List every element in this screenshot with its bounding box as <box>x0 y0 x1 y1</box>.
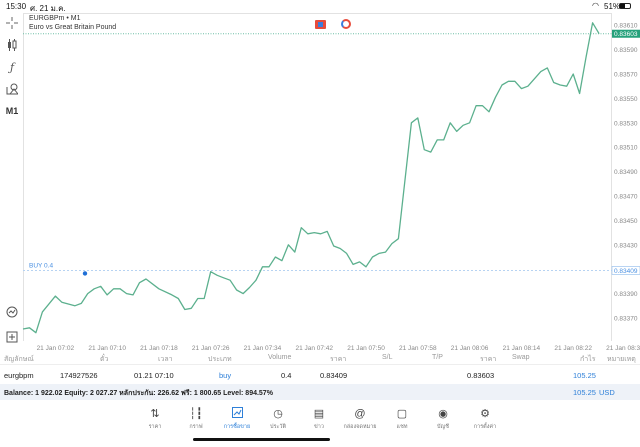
objects-icon[interactable] <box>3 80 21 98</box>
col-header-symbol[interactable]: สัญลักษณ์ <box>4 356 34 363</box>
chart-area[interactable] <box>23 13 612 341</box>
col-header-volume[interactable]: Volume <box>268 354 292 361</box>
x-tick-label: 21 Jan 08:14 <box>503 345 541 352</box>
x-tick-label: 21 Jan 08:22 <box>554 345 592 352</box>
tab-settings[interactable]: ⚙ การตั้งค่า <box>465 407 505 431</box>
row-type: buy <box>219 371 232 380</box>
y-tick-label: 0.83390 <box>614 291 638 298</box>
buy-entry-marker <box>82 271 88 276</box>
y-tick-label: 0.83530 <box>614 120 638 127</box>
trade-icon <box>217 407 257 421</box>
news-icon: ▤ <box>313 408 325 420</box>
current-price-badge <box>612 29 640 38</box>
row-price: 0.83603 <box>467 371 495 380</box>
row-ticket: 174927526 <box>60 371 98 380</box>
wifi-icon: ◠ <box>592 1 599 10</box>
indicator-f-icon[interactable]: ƒ <box>9 60 15 74</box>
x-tick-label: 21 Jan 07:10 <box>88 345 126 352</box>
x-tick-label: 21 Jan 07:26 <box>192 345 230 352</box>
x-tick-label: 21 Jan 07:50 <box>347 345 385 352</box>
buy-order-label: BUY 0.4 <box>29 262 53 269</box>
tab-chart[interactable]: ┆┇ กราฟ <box>176 407 216 431</box>
y-tick-label: 0.83370 <box>614 316 638 323</box>
y-tick-label: 0.83550 <box>614 96 638 103</box>
currency: USD <box>599 388 615 397</box>
timeframe-m1-button[interactable]: M1 <box>5 106 19 116</box>
add-icon[interactable] <box>3 328 21 346</box>
total-profit: 105.25 <box>573 388 596 397</box>
tab-account[interactable]: ◉ บัญชี <box>423 407 463 431</box>
x-tick-label: 21 Jan 07:42 <box>295 345 333 352</box>
row-profit: 105.25 <box>573 371 596 380</box>
account-summary: Balance: 1 922.02 Equity: 2 027.27 หลักป… <box>4 390 273 397</box>
battery-level: 51% <box>604 2 621 11</box>
tab-mailbox[interactable]: @ กล่องจดหมาย <box>340 407 380 431</box>
chart-description: Euro vs Great Britain Pound <box>29 24 117 31</box>
x-tick-label: 21 Jan 07:34 <box>244 345 282 352</box>
x-tick-label: 21 Jan 07:02 <box>37 345 75 352</box>
col-header-type[interactable]: ประเภท <box>208 356 232 363</box>
tab-news[interactable]: ▤ ข่าว <box>299 407 339 431</box>
account-summary-bar <box>0 384 640 400</box>
tab-chat[interactable]: ▢ แชท <box>382 407 422 431</box>
col-header-comment[interactable]: หมายเหตุ <box>607 356 636 363</box>
col-header-profit[interactable]: กำไร <box>580 356 596 363</box>
row-open-price: 0.83409 <box>320 371 348 380</box>
current-price-label: 0.83603 <box>614 31 638 38</box>
x-tick-label: 21 Jan 08:30 <box>606 345 640 352</box>
settings-icon: ⚙ <box>480 408 490 420</box>
status-date: ศ. 21 ม.ค. <box>30 4 66 13</box>
col-header-sl[interactable]: S/L <box>382 354 393 361</box>
quotes-icon: ⇅ <box>150 408 160 420</box>
x-tick-label: 21 Jan 07:18 <box>140 345 178 352</box>
y-tick-label: 0.83510 <box>614 145 638 152</box>
y-tick-label: 0.83430 <box>614 242 638 249</box>
y-tick-label: 0.83490 <box>614 169 638 176</box>
y-tick-label: 0.83450 <box>614 218 638 225</box>
one-click-trading-icon[interactable] <box>315 20 326 29</box>
mailbox-icon: @ <box>354 408 366 420</box>
row-symbol: eurgbpm <box>4 371 34 380</box>
chart-icon: ┆┇ <box>189 408 203 420</box>
chat-icon: ▢ <box>396 408 408 420</box>
row-time: 01.21 07:10 <box>134 371 174 380</box>
chart-symbol: EURGBPm • M1 <box>29 15 81 22</box>
x-tick-label: 21 Jan 08:06 <box>451 345 489 352</box>
tab-trade[interactable]: การซื้อขาย <box>217 407 257 431</box>
col-header-open-price[interactable]: ราคา <box>330 356 347 363</box>
chart-refresh-icon[interactable] <box>3 303 21 321</box>
order-price-label: 0.83409 <box>614 268 638 275</box>
trade-levels-icon[interactable] <box>341 19 351 29</box>
col-header-swap[interactable]: Swap <box>512 354 530 361</box>
price-line-series <box>22 22 600 334</box>
col-header-time[interactable]: เวลา <box>158 356 173 363</box>
tab-history[interactable]: ◷ ประวัติ <box>258 407 298 431</box>
col-header-price[interactable]: ราคา <box>480 356 497 363</box>
tab-quotes[interactable]: ⇅ ราคา <box>135 407 175 431</box>
home-indicator[interactable] <box>193 438 330 441</box>
battery-icon <box>619 3 631 9</box>
order-price-badge <box>611 266 640 275</box>
col-header-ticket[interactable]: ตั๋ว <box>100 356 109 363</box>
y-tick-label: 0.83470 <box>614 194 638 201</box>
candlestick-icon[interactable] <box>3 36 21 54</box>
history-icon: ◷ <box>273 408 283 420</box>
account-icon: ◉ <box>438 408 448 420</box>
status-time: 15:30 <box>6 2 27 11</box>
x-tick-label: 21 Jan 07:58 <box>399 345 437 352</box>
row-volume: 0.4 <box>281 371 292 380</box>
y-tick-label: 0.83590 <box>614 47 638 54</box>
y-tick-label: 0.83570 <box>614 72 638 79</box>
y-tick-label: 0.83610 <box>614 23 638 30</box>
crosshair-icon[interactable] <box>3 14 21 32</box>
col-header-tp[interactable]: T/P <box>432 354 443 361</box>
